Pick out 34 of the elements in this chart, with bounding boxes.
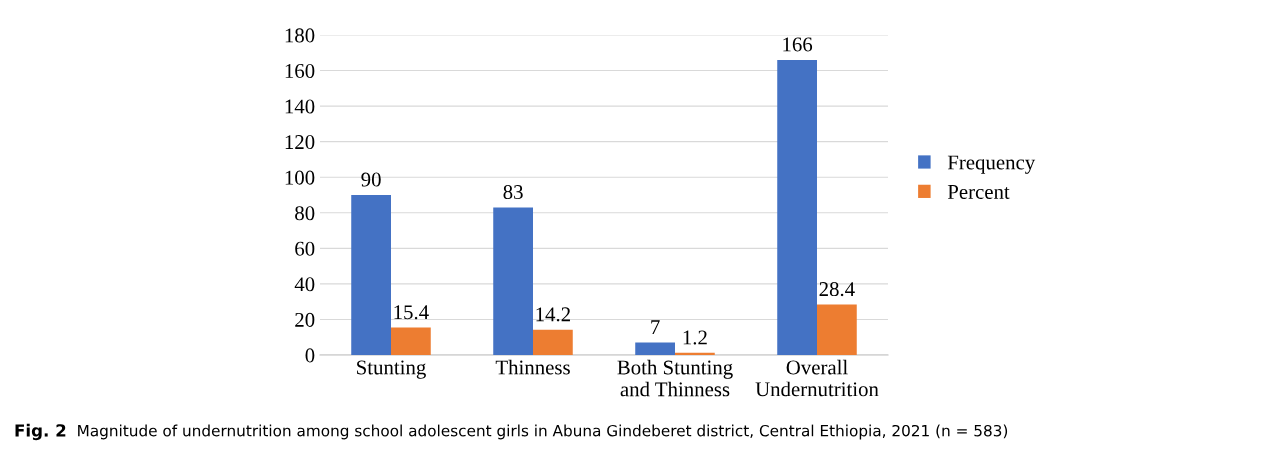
data-label: 90 xyxy=(361,172,381,187)
x-tick-label: Stunting xyxy=(357,360,426,379)
y-tick-label: 180 xyxy=(285,28,315,43)
bar xyxy=(493,207,533,355)
data-label: 15.4 xyxy=(394,305,429,320)
data-label: 83 xyxy=(503,184,523,200)
bar xyxy=(777,59,817,355)
y-tick-label: 100 xyxy=(285,170,315,185)
y-tick-label: 60 xyxy=(295,241,315,256)
bar xyxy=(635,342,675,355)
x-tick-label: Overall Undernutrition xyxy=(755,359,879,397)
bar xyxy=(817,304,857,355)
data-label: 7 xyxy=(651,320,660,334)
y-tick-label: 140 xyxy=(285,99,315,114)
bar xyxy=(675,352,715,355)
bar xyxy=(351,195,391,355)
y-tick-label: 0 xyxy=(305,348,315,363)
y-tick-label: 40 xyxy=(294,277,315,292)
x-tick-label: Thinness xyxy=(495,359,570,375)
y-tick-label: 120 xyxy=(285,135,315,150)
data-label: 166 xyxy=(783,37,813,52)
data-label: 1.2 xyxy=(683,330,707,345)
text: Magnitude of undernutrition among school adolescent girls in Abuna Gindeberet district, Central Ethiopia, 2021 (n = 583) xyxy=(78,424,1008,440)
legend-label: Frequency xyxy=(947,155,1036,174)
x-tick-label: Both Stunting and Thinness xyxy=(617,359,733,397)
bar xyxy=(533,329,573,355)
data-label: 28.4 xyxy=(819,282,855,297)
data-label: 14.2 xyxy=(536,307,570,322)
bar xyxy=(391,327,431,355)
y-tick-label: 20 xyxy=(295,312,315,327)
caption: Fig. 2 xyxy=(15,423,66,441)
legend-label: Percent xyxy=(947,185,1010,199)
y-tick-label: 80 xyxy=(295,206,315,221)
y-tick-label: 160 xyxy=(285,63,315,78)
